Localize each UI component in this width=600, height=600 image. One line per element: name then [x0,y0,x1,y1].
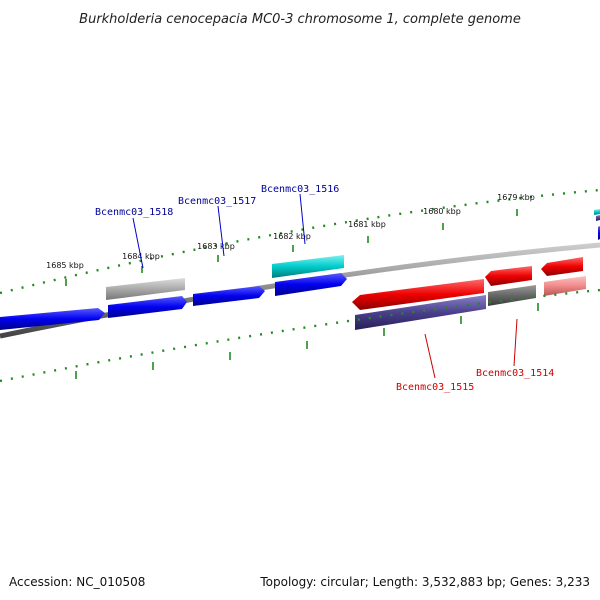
cds-arrow[interactable] [193,286,265,306]
purple-feature[interactable] [355,295,486,330]
label-leader [217,205,225,257]
scale-label: 1682 kbp [273,232,311,241]
label-leader [513,318,518,367]
accession-text: Accession: NC_010508 [9,575,145,589]
scale-label: 1680 kbp [423,207,461,216]
genome-summary-text: Topology: circular; Length: 3,532,883 bp… [259,575,590,589]
gene-label-bcenmc03-1515[interactable]: Bcenmc03_1515 [396,382,474,393]
cds-arrow[interactable] [0,308,105,330]
cds-arrow[interactable] [108,296,187,318]
dark-grey-feature[interactable] [488,285,536,306]
reverse-strand [352,257,583,310]
grey-feature[interactable] [106,278,185,300]
label-leader [132,217,144,269]
cds-arrow[interactable] [485,266,532,286]
gene-label-bcenmc03-1518[interactable]: Bcenmc03_1518 [95,207,173,218]
scale-label: 1683 kbp [197,242,235,251]
gene-label-bcenmc03-1517[interactable]: Bcenmc03_1517 [178,196,256,207]
gene-label-bcenmc03-1514[interactable]: Bcenmc03_1514 [476,368,554,379]
inner-tick-ring [0,288,600,383]
cds-arrow[interactable] [275,273,347,296]
label-leader [424,333,436,379]
scale-label: 1685 kbp [46,261,84,270]
map-title: Burkholderia cenocepacia MC0-3 chromosom… [79,12,521,27]
label-leader [299,193,306,245]
forward-strand [0,226,600,330]
gene-label-bcenmc03-1516[interactable]: Bcenmc03_1516 [261,184,339,195]
pink-feature[interactable] [544,276,586,296]
cyan-feature-edge[interactable] [594,209,600,215]
purple-feature-edge[interactable] [596,215,600,221]
scale-label: 1679 kbp [497,193,535,202]
cds-arrow[interactable] [352,279,484,310]
outer-tick-ring [0,188,600,295]
cds-arrow[interactable] [541,257,583,276]
scale-label: 1681 kbp [348,220,386,229]
cyan-feature[interactable] [272,255,344,278]
